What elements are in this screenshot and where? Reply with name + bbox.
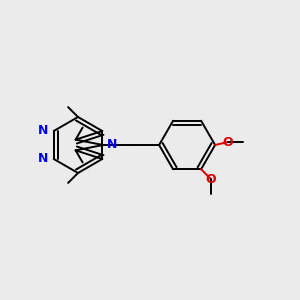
Text: O: O <box>206 173 216 186</box>
Text: N: N <box>38 124 48 137</box>
Text: N: N <box>38 152 48 166</box>
Text: O: O <box>223 136 233 148</box>
Text: N: N <box>107 139 118 152</box>
